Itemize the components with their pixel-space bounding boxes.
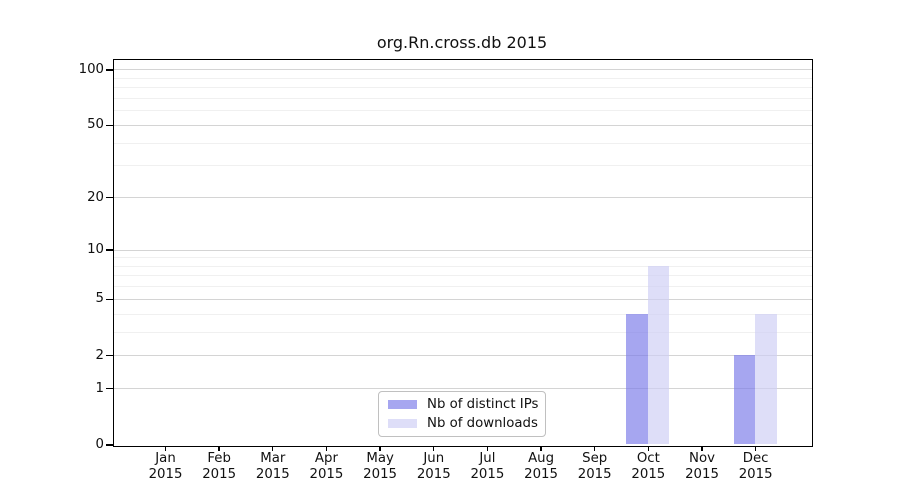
x-tick-mark <box>325 446 328 451</box>
x-tick-mark <box>486 446 489 451</box>
minor-gridline <box>113 77 812 79</box>
month-label: Feb <box>207 451 231 466</box>
legend-swatch <box>388 418 417 428</box>
x-tick-label: Mar 2015 <box>245 451 301 482</box>
minor-gridline <box>113 313 812 315</box>
year-label: 2015 <box>148 466 183 482</box>
minor-gridline <box>113 257 812 259</box>
month-label: Sep <box>582 451 608 466</box>
x-tick-mark <box>701 446 703 451</box>
x-tick-label: May 2015 <box>352 451 408 482</box>
y-tick-label: 50 <box>87 117 104 133</box>
bar-downloads <box>647 265 670 445</box>
major-gridline <box>113 124 812 126</box>
bar-downloads <box>755 313 777 445</box>
year-label: 2015 <box>577 466 612 482</box>
year-label: 2015 <box>255 466 290 482</box>
month-label: Jun <box>423 451 445 466</box>
y-tick-label: 100 <box>78 61 104 77</box>
y-tick-mark <box>106 249 113 251</box>
y-tick-label: 20 <box>87 189 104 205</box>
month-label: Oct <box>636 451 660 466</box>
minor-gridline <box>113 275 812 277</box>
x-tick-mark <box>379 446 381 451</box>
y-tick-mark <box>106 298 113 301</box>
y-tick-mark <box>106 354 113 357</box>
y-tick-label: 2 <box>95 347 104 363</box>
major-gridline <box>113 69 812 71</box>
year-label: 2015 <box>416 466 451 482</box>
minor-gridline <box>113 142 812 144</box>
x-tick-label: Nov 2015 <box>674 451 730 482</box>
x-tick-mark <box>754 446 757 451</box>
year-label: 2015 <box>202 466 237 482</box>
major-gridline <box>113 388 812 390</box>
x-tick-mark <box>218 446 220 451</box>
y-tick-mark <box>106 124 113 127</box>
y-tick-label: 1 <box>95 380 104 396</box>
x-tick-label: Jan 2015 <box>138 451 194 482</box>
bar-distinct-ips <box>733 355 756 445</box>
month-label: Jul <box>479 451 496 466</box>
minor-gridline <box>113 87 812 89</box>
x-tick-mark <box>433 446 435 451</box>
x-tick-mark <box>540 446 542 451</box>
year-label: 2015 <box>685 466 719 482</box>
legend-swatch <box>388 400 417 410</box>
x-tick-label: Oct 2015 <box>620 451 676 482</box>
y-tick-mark <box>106 196 113 199</box>
year-label: 2015 <box>738 466 773 482</box>
y-tick-label: 10 <box>87 242 104 258</box>
y-tick-label: 0 <box>95 437 104 452</box>
x-tick-label: Jun 2015 <box>406 451 462 482</box>
month-label: Mar <box>260 451 286 466</box>
minor-gridline <box>113 97 812 99</box>
legend-label: Nb of distinct IPs <box>427 397 539 413</box>
month-label: May <box>366 451 394 466</box>
minor-gridline <box>113 110 812 112</box>
chart-title: org.Rn.cross.db 2015 <box>376 33 548 52</box>
minor-gridline <box>113 165 812 167</box>
major-gridline <box>113 249 812 251</box>
major-gridline <box>113 197 812 198</box>
x-tick-label: Feb 2015 <box>191 451 247 482</box>
x-tick-label: Dec 2015 <box>728 451 784 482</box>
month-label: Jan <box>155 451 176 466</box>
minor-gridline <box>113 286 812 288</box>
month-label: Nov <box>689 451 715 466</box>
year-label: 2015 <box>309 466 344 482</box>
month-label: Apr <box>314 451 338 466</box>
x-tick-mark <box>272 446 274 451</box>
year-label: 2015 <box>631 466 666 482</box>
month-label: Aug <box>528 451 555 466</box>
x-tick-mark <box>594 446 596 451</box>
major-gridline <box>113 355 812 357</box>
legend: Nb of distinct IPs Nb of downloads <box>378 391 546 437</box>
x-tick-label: Apr 2015 <box>298 451 354 482</box>
year-label: 2015 <box>363 466 398 482</box>
y-tick-mark <box>106 69 113 71</box>
y-tick-mark <box>106 387 113 390</box>
x-tick-label: Aug 2015 <box>513 451 569 482</box>
bar-distinct-ips <box>626 313 648 445</box>
x-tick-label: Sep 2015 <box>567 451 623 482</box>
year-label: 2015 <box>470 466 505 482</box>
legend-entry: Nb of distinct IPs <box>388 397 539 413</box>
x-tick-mark <box>164 446 167 451</box>
minor-gridline <box>113 265 812 267</box>
month-label: Dec <box>742 451 769 466</box>
major-gridline <box>113 298 812 300</box>
plot-area <box>112 58 813 447</box>
legend-label: Nb of downloads <box>427 415 538 431</box>
y-tick-mark <box>106 444 113 446</box>
y-tick-label: 5 <box>95 291 104 307</box>
x-tick-label: Jul 2015 <box>459 451 515 482</box>
minor-gridline <box>113 331 812 333</box>
legend-entry: Nb of downloads <box>388 415 538 431</box>
x-tick-mark <box>647 446 650 451</box>
year-label: 2015 <box>524 466 558 482</box>
